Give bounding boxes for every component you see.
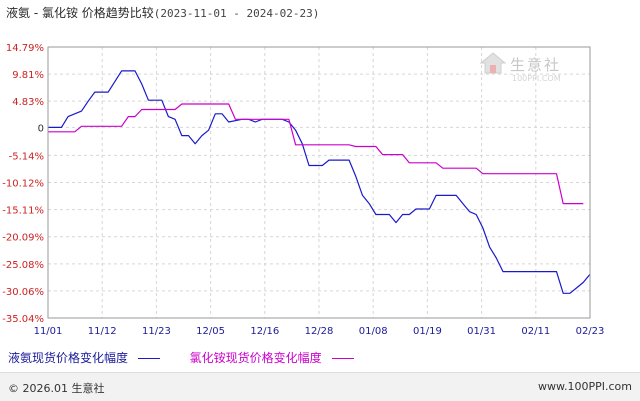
watermark-name: 生意社 bbox=[510, 56, 562, 74]
legend-label-ammonium-chloride: 氯化铵现货价格变化幅度 bbox=[189, 351, 322, 365]
house-logo-icon bbox=[479, 52, 507, 74]
footer-bar: © 2026.01 生意社 www.100PPI.com bbox=[0, 372, 640, 401]
x-tick-label: 01/31 bbox=[467, 326, 496, 337]
chart-grid bbox=[48, 47, 590, 318]
site-watermark: 生意社 100PPI.COM bbox=[479, 52, 561, 83]
watermark-url: 100PPI.COM bbox=[512, 74, 561, 83]
x-tick-label: 12/05 bbox=[196, 326, 225, 337]
plot-frame bbox=[47, 46, 591, 319]
y-tick-label: 4.83% bbox=[12, 97, 44, 108]
x-tick-label: 01/08 bbox=[359, 326, 388, 337]
x-tick-label: 01/19 bbox=[413, 326, 442, 337]
y-tick-label: 0 bbox=[38, 123, 44, 134]
legend-swatch-ammonia bbox=[137, 358, 160, 359]
chart-title: 液氨 - 氯化铵 价格趋势比较(2023-11-01 - 2024-02-23) bbox=[6, 4, 319, 21]
legend-item-ammonium-chloride: 氯化铵现货价格变化幅度 bbox=[190, 349, 354, 366]
chart-title-main: 液氨 - 氯化铵 价格趋势比较 bbox=[6, 6, 154, 20]
x-tick-label: 11/12 bbox=[88, 326, 117, 337]
y-tick-label: -35.04% bbox=[2, 314, 44, 325]
legend-item-ammonia: 液氨现货价格变化幅度 bbox=[8, 349, 160, 366]
legend-swatch-ammonium-chloride bbox=[331, 358, 354, 359]
x-tick-label: 12/16 bbox=[250, 326, 279, 337]
x-tick-label: 12/28 bbox=[305, 326, 334, 337]
x-axis-ticks: 11/01 11/12 11/23 12/05 12/16 12/28 01/08 01/19… bbox=[34, 326, 605, 337]
footer-site-link[interactable]: www.100PPI.com bbox=[538, 380, 632, 393]
y-tick-label: -5.14% bbox=[9, 151, 44, 162]
y-tick-label: -30.06% bbox=[2, 287, 44, 298]
x-tick-label: 11/23 bbox=[142, 326, 171, 337]
y-tick-label: -25.08% bbox=[2, 260, 44, 271]
chart-series bbox=[48, 70, 591, 294]
y-tick-label: 14.79% bbox=[6, 43, 44, 54]
chart-title-range: (2023-11-01 - 2024-02-23) bbox=[153, 7, 320, 20]
y-axis-ticks: 14.79% 9.81% 4.83% 0 -5.14% -10.12% -15.11% -20… bbox=[2, 43, 44, 325]
chart-legend: 液氨现货价格变化幅度 氯化铵现货价格变化幅度 bbox=[8, 349, 380, 366]
y-tick-label: 9.81% bbox=[12, 70, 44, 81]
legend-label-ammonia: 液氨现货价格变化幅度 bbox=[8, 351, 129, 365]
y-tick-label: -10.12% bbox=[2, 178, 44, 189]
x-tick-label: 11/01 bbox=[34, 326, 63, 337]
y-tick-label: -20.09% bbox=[2, 233, 44, 244]
series-line-ammonia bbox=[48, 70, 591, 294]
x-tick-label: 02/11 bbox=[521, 326, 550, 337]
x-tick-label: 02/23 bbox=[576, 326, 605, 337]
series-line-ammonium-chloride bbox=[48, 103, 584, 205]
footer-copyright: © 2026.01 生意社 bbox=[8, 382, 105, 395]
y-tick-label: -15.11% bbox=[2, 206, 44, 217]
